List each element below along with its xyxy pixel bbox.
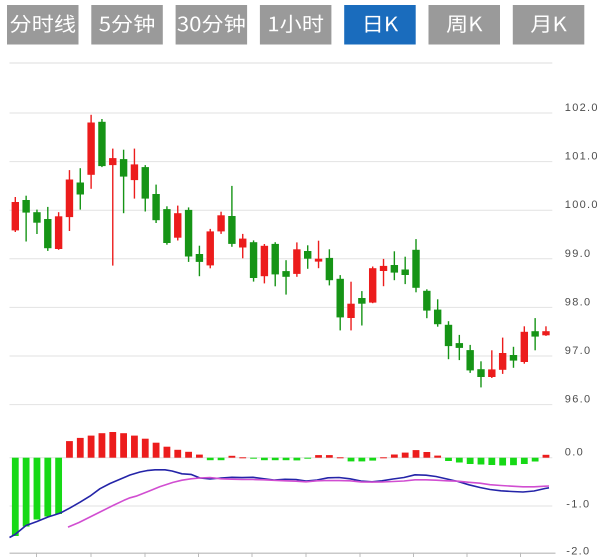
svg-text:0.0: 0.0 (565, 447, 584, 459)
svg-text:99.0: 99.0 (565, 248, 592, 260)
svg-text:97.0: 97.0 (565, 345, 592, 357)
svg-text:100.0: 100.0 (565, 199, 599, 211)
svg-text:96.0: 96.0 (565, 394, 592, 406)
svg-text:101.0: 101.0 (565, 151, 599, 163)
svg-text:102.0: 102.0 (565, 102, 599, 114)
svg-text:-2.0: -2.0 (566, 546, 590, 558)
svg-text:98.0: 98.0 (565, 296, 592, 308)
svg-text:-1.0: -1.0 (566, 498, 590, 510)
